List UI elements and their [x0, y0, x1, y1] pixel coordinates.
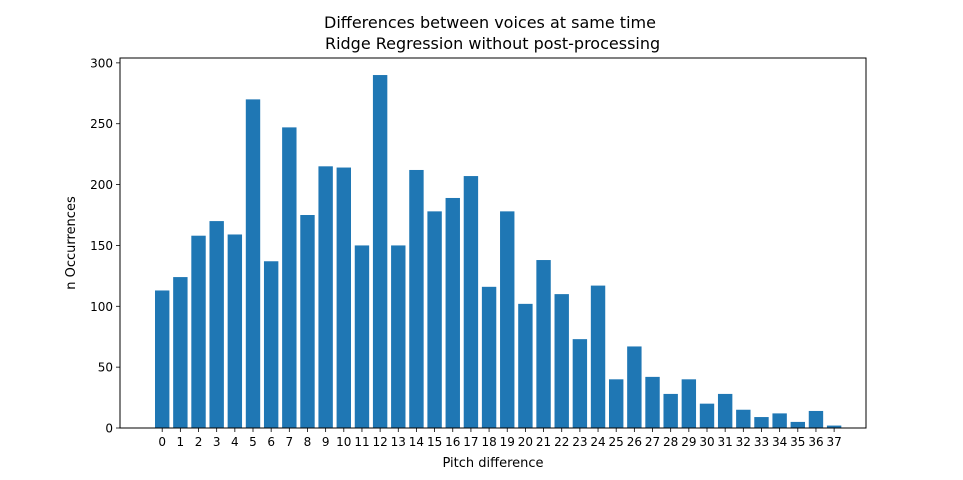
x-tick-label: 31	[718, 435, 733, 449]
bar-1	[173, 277, 188, 428]
bar-25	[609, 379, 624, 428]
y-tick-label: 50	[98, 361, 113, 375]
bar-12	[372, 75, 388, 428]
x-tick-label: 10	[336, 435, 351, 449]
x-tick-label: 25	[609, 435, 624, 449]
x-tick-label: 32	[736, 435, 751, 449]
x-tick-label: 3	[213, 435, 221, 449]
x-tick-label: 20	[518, 435, 533, 449]
x-tick-label: 6	[267, 435, 275, 449]
bar-33	[754, 417, 769, 428]
bar-14	[409, 169, 424, 428]
x-tick-label: 16	[445, 435, 460, 449]
x-tick-label: 21	[536, 435, 551, 449]
bar-6	[263, 261, 279, 428]
y-tick-label: 0	[105, 422, 113, 436]
bar-20	[518, 303, 533, 428]
x-tick-label: 35	[790, 435, 805, 449]
bar-23	[572, 339, 588, 428]
bar-11	[354, 245, 370, 428]
bar-9	[318, 166, 333, 428]
x-tick-label: 30	[699, 435, 714, 449]
x-tick-label: 34	[772, 435, 787, 449]
x-tick-label: 23	[572, 435, 587, 449]
x-tick-label: 19	[500, 435, 515, 449]
y-tick-label: 100	[90, 300, 113, 314]
bar-28	[663, 393, 678, 428]
x-tick-label: 5	[249, 435, 257, 449]
x-tick-label: 18	[481, 435, 496, 449]
bars-group	[155, 75, 842, 429]
bar-19	[500, 211, 515, 428]
bar-3	[209, 221, 224, 428]
y-tick-label: 250	[90, 117, 113, 131]
bar-34	[772, 413, 787, 428]
plot-frame	[119, 57, 867, 429]
x-tick-label: 2	[195, 435, 203, 449]
bar-16	[445, 197, 460, 428]
x-tick-label: 24	[590, 435, 605, 449]
bar-8	[300, 215, 315, 428]
x-tick-label: 9	[322, 435, 330, 449]
bar-22	[554, 294, 569, 428]
x-tick-label: 7	[285, 435, 293, 449]
bar-10	[336, 167, 351, 429]
x-tick-label: 29	[681, 435, 696, 449]
x-tick-label: 13	[391, 435, 406, 449]
x-tick-label: 11	[354, 435, 369, 449]
bar-29	[681, 379, 697, 428]
x-axis: 0 1 2 3 4 5 6 7 8 9 10 11 12 13 14 15 16 17 18 19 20 21 22 23 24…	[158, 428, 842, 449]
bar-35	[790, 421, 805, 428]
bar-4	[227, 234, 243, 428]
y-tick-label: 300	[90, 56, 113, 70]
x-tick-label: 12	[372, 435, 387, 449]
bar-13	[391, 245, 406, 428]
x-tick-label: 8	[304, 435, 312, 449]
x-tick-label: 27	[645, 435, 660, 449]
x-tick-label: 14	[409, 435, 424, 449]
bar-27	[645, 376, 660, 428]
bar-26	[627, 346, 642, 428]
bar-24	[590, 285, 606, 428]
x-tick-label: 0	[158, 435, 166, 449]
bar-5	[245, 99, 261, 428]
x-tick-label: 15	[427, 435, 442, 449]
bar-37	[826, 425, 842, 428]
x-tick-label: 37	[826, 435, 841, 449]
x-tick-label: 26	[627, 435, 642, 449]
chart-title-line1: Differences between voices at same time	[324, 13, 656, 32]
y-axis-label: n Occurrences	[64, 196, 79, 290]
bar-7	[282, 127, 297, 429]
x-tick-label: 33	[754, 435, 769, 449]
x-tick-label: 1	[177, 435, 185, 449]
bar-30	[699, 403, 715, 428]
bar-18	[481, 286, 497, 428]
bar-15	[427, 211, 442, 428]
x-tick-label: 17	[463, 435, 478, 449]
y-axis: 0 50 100 150 200 250 300	[90, 56, 120, 436]
bar-2	[191, 235, 206, 428]
x-tick-label: 28	[663, 435, 678, 449]
y-tick-label: 200	[90, 178, 113, 192]
bar-17	[463, 176, 479, 428]
bar-31	[717, 393, 733, 428]
x-tick-label: 4	[231, 435, 239, 449]
bar-21	[536, 260, 551, 428]
bar-0	[155, 290, 170, 428]
chart-title-line2: Ridge Regression without post-processing	[320, 34, 660, 53]
x-axis-label: Pitch difference	[442, 456, 543, 471]
bar-36	[808, 410, 824, 428]
y-tick-label: 150	[90, 239, 113, 253]
bar-32	[736, 409, 751, 428]
x-tick-label: 36	[808, 435, 823, 449]
x-tick-label: 22	[554, 435, 569, 449]
